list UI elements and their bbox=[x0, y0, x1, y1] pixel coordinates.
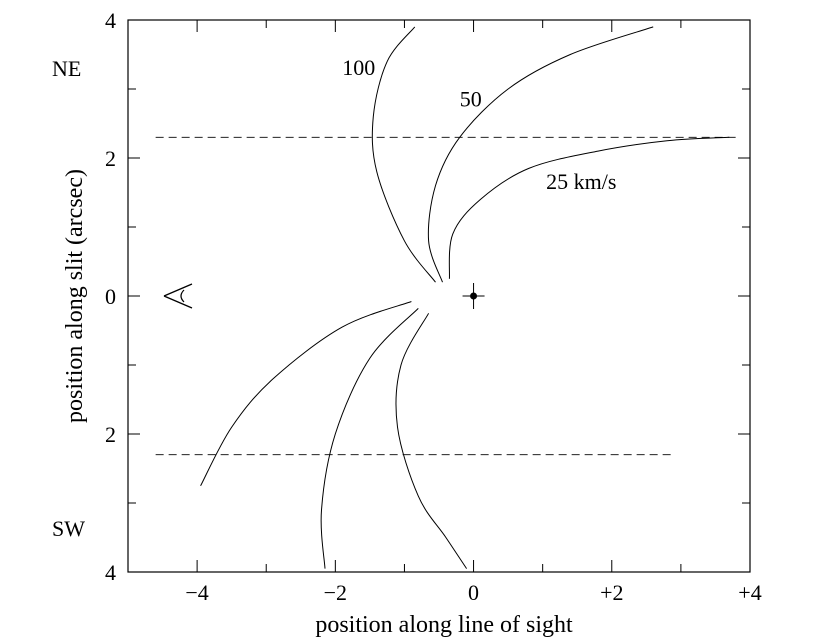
contour-curves: 100 50 25 km/s bbox=[200, 26, 730, 569]
reference-lines bbox=[155, 136, 737, 456]
velocity-contour-line bbox=[427, 26, 654, 283]
x-tick-label: 0 bbox=[468, 580, 479, 605]
x-tick-label: −2 bbox=[324, 580, 347, 605]
velocity-contour-line bbox=[371, 26, 436, 283]
velocity-contour-line bbox=[200, 301, 412, 487]
x-tick-label: +2 bbox=[600, 580, 623, 605]
x-tick-label: +4 bbox=[738, 580, 761, 605]
markers bbox=[163, 283, 485, 309]
y-axis-label: position along slit (arcsec) bbox=[62, 169, 88, 423]
contour-label: 50 bbox=[460, 86, 482, 111]
y-tick-label: 2 bbox=[105, 146, 116, 171]
y-tick-label: 4 bbox=[105, 8, 116, 33]
y-tick-label: 2 bbox=[105, 422, 116, 447]
observer-eye-icon bbox=[163, 283, 193, 309]
velocity-contour-line bbox=[448, 136, 730, 279]
contour-label: 100 bbox=[342, 55, 375, 80]
x-tick-label: −4 bbox=[185, 580, 208, 605]
y-tick-label: 4 bbox=[105, 560, 116, 585]
velocity-contour-line bbox=[395, 313, 468, 569]
x-axis-label: position along line of sight bbox=[315, 612, 573, 638]
contour-label: 25 km/s bbox=[546, 169, 616, 194]
axis-ticks: −4 −2 0 +2 +4 4 2 0 2 4 bbox=[105, 8, 762, 605]
direction-label-ne: NE bbox=[52, 56, 81, 81]
direction-label-sw: SW bbox=[52, 516, 85, 541]
plot-border bbox=[127, 19, 751, 573]
y-tick-label: 0 bbox=[105, 284, 116, 309]
velocity-contour-line bbox=[320, 308, 419, 569]
plot-frame bbox=[127, 19, 751, 573]
star-marker bbox=[470, 292, 478, 300]
